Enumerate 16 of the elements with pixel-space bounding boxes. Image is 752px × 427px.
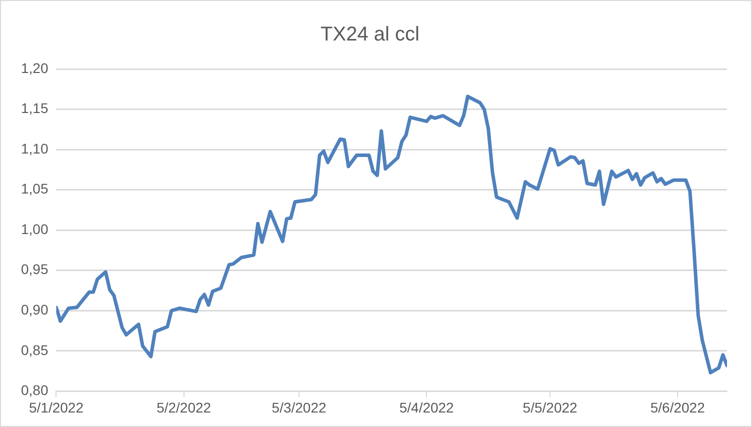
- y-tick-label: 1,20: [21, 60, 48, 76]
- chart-title: TX24 al ccl: [320, 24, 420, 46]
- x-tick-label: 5/1/2022: [29, 399, 84, 416]
- y-tick-label: 1,10: [21, 140, 48, 156]
- x-tick-label: 5/5/2022: [522, 399, 578, 416]
- x-tick-label: 5/3/2022: [272, 399, 326, 416]
- x-tick-label: 5/6/2022: [650, 399, 706, 416]
- y-tick-label: 0,85: [21, 342, 48, 358]
- y-tick-label: 0,90: [21, 302, 48, 318]
- x-tick-label: 5/2/2022: [156, 399, 212, 416]
- y-tick-label: 1,05: [21, 180, 48, 197]
- y-tick-label: 1,00: [21, 220, 48, 237]
- x-tick-label: 5/4/2022: [399, 399, 454, 416]
- y-tick-label: 0,80: [21, 382, 48, 398]
- y-tick-label: 0,95: [21, 261, 48, 278]
- y-tick-label: 1,15: [21, 100, 48, 116]
